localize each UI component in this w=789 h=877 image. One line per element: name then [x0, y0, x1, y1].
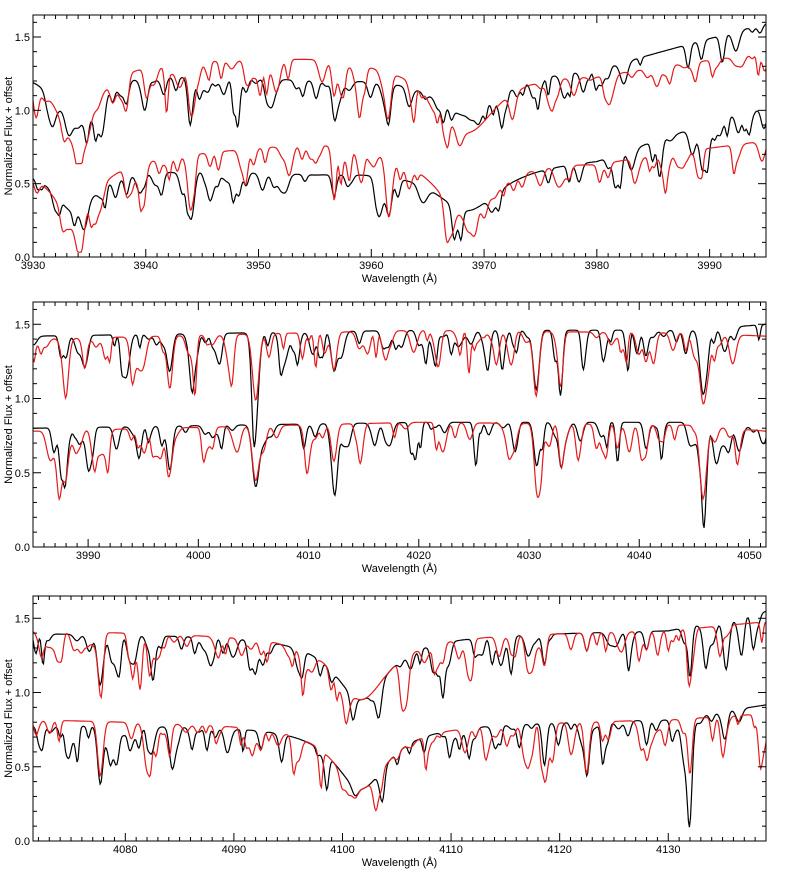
x-tick-label: 4120	[547, 844, 571, 856]
x-tick-label: 4000	[186, 550, 210, 562]
x-tick-label: 4100	[330, 844, 354, 856]
x-tick-label: 3990	[76, 550, 100, 562]
series-line-1-3	[33, 421, 766, 502]
y-axis-label: Normalized Flux + offset	[3, 77, 15, 196]
y-tick-label: 0.5	[15, 762, 30, 774]
x-tick-label: 4090	[222, 844, 246, 856]
plot-frame	[32, 595, 767, 842]
x-tick-label: 3950	[246, 260, 270, 272]
x-tick-label: 3980	[585, 260, 609, 272]
series-line-2-1	[33, 621, 766, 725]
plot-frame	[32, 14, 767, 258]
y-tick-label: 0.0	[15, 836, 30, 848]
x-tick-label: 4040	[627, 550, 651, 562]
x-axis-label: Wavelength (Å)	[362, 272, 437, 285]
series-line-2-3	[33, 714, 766, 812]
y-tick-label: 1.0	[15, 105, 30, 117]
y-axis-label: Normalized Flux + offset	[3, 659, 15, 778]
y-tick-label: 0.0	[15, 252, 30, 264]
series-line-2-2	[33, 704, 766, 828]
y-tick-label: 1.0	[15, 394, 30, 406]
y-tick-label: 0.0	[15, 542, 30, 554]
series-line-0-1	[33, 55, 766, 165]
panel-top: 3930 3940 3950 3960 3970 3980 3990 0.0 0.5 1.0 1.5…	[3, 14, 767, 285]
x-tick-label: 4010	[296, 550, 320, 562]
y-tick-label: 1.5	[15, 32, 30, 44]
x-tick-label: 3970	[472, 260, 496, 272]
series-line-1-1	[33, 330, 766, 405]
x-tick-label: 4110	[439, 844, 463, 856]
series-line-0-0	[33, 23, 766, 146]
series-line-0-3	[33, 142, 766, 253]
x-axis-label: Wavelength (Å)	[362, 856, 437, 869]
y-tick-label: 0.5	[15, 179, 30, 191]
x-axis-label: Wavelength (Å)	[362, 562, 437, 575]
x-tick-label: 3990	[697, 260, 721, 272]
y-tick-label: 1.0	[15, 688, 30, 700]
series-line-1-0	[33, 323, 766, 448]
x-tick-label: 3940	[134, 260, 158, 272]
series-line-0-2	[33, 110, 766, 243]
x-tick-label: 3930	[21, 260, 45, 272]
y-axis-label: Normalized Flux + offset	[3, 365, 15, 484]
y-tick-label: 1.5	[15, 613, 30, 625]
series-line-1-2	[33, 421, 766, 528]
plot-frame	[32, 301, 767, 548]
x-tick-label: 3960	[359, 260, 383, 272]
x-tick-label: 4030	[517, 550, 541, 562]
series-line-2-0	[33, 610, 766, 721]
y-tick-label: 1.5	[15, 319, 30, 331]
y-tick-label: 0.5	[15, 468, 30, 480]
panel-bottom: 4080 4090 4100 4110 4120 4130 0.0 0.5 1.0 1.5 Wave…	[3, 595, 767, 869]
x-tick-label: 4050	[737, 550, 761, 562]
x-tick-label: 4020	[407, 550, 431, 562]
x-tick-label: 4080	[113, 844, 137, 856]
x-tick-label: 4130	[656, 844, 680, 856]
panel-middle: 3990 4000 4010 4020 4030 4040 4050 0.0 0.5 1.0 1.5…	[3, 301, 767, 575]
